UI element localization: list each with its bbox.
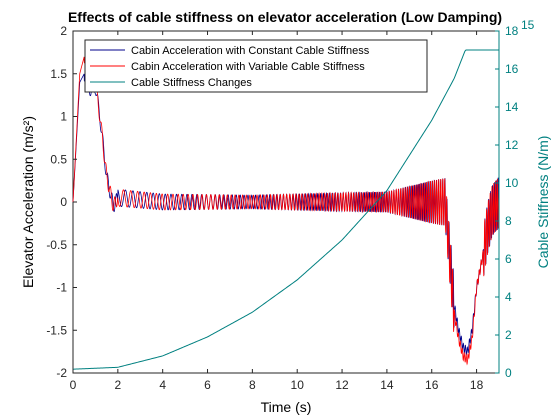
y-right-tick-label: 8 xyxy=(505,214,512,228)
y-left-tick-label: -1.5 xyxy=(46,323,67,337)
y-right-tick-label: 14 xyxy=(505,100,519,114)
legend-box xyxy=(84,39,428,93)
x-tick-label: 2 xyxy=(114,378,121,392)
x-tick-label: 0 xyxy=(70,378,77,392)
y-left-tick-label: -0.5 xyxy=(46,238,67,252)
legend-label-stiffness: Cable Stiffness Changes xyxy=(131,77,252,89)
x-tick-label: 6 xyxy=(204,378,211,392)
y-left-tick-label: 0.5 xyxy=(50,152,67,166)
y-axis-left-label: Elevator Acceleration (m/s²) xyxy=(20,116,36,288)
y-right-tick-label: 4 xyxy=(505,290,512,304)
x-tick-label: 14 xyxy=(380,378,394,392)
y-left-tick-label: 1 xyxy=(60,110,67,124)
x-tick-label: 8 xyxy=(249,378,256,392)
legend: Cabin Acceleration with Constant Cable S… xyxy=(84,39,428,93)
x-tick-label: 16 xyxy=(425,378,439,392)
legend-label-constant: Cabin Acceleration with Constant Cable S… xyxy=(131,45,370,57)
y-left-tick-label: -1 xyxy=(56,281,67,295)
y-right-tick-label: 2 xyxy=(505,328,512,342)
y-right-tick-label: 12 xyxy=(505,138,519,152)
y-right-tick-label: 18 xyxy=(505,24,519,38)
series-layer xyxy=(72,49,500,370)
y-right-tick-label: 10 xyxy=(505,176,519,190)
axes-layer: 0 2 4 6 8 10 12 14 16 18 -2 -1.5 -1 -0.5 0 0.5 1 1.5 2 0 2 4 6… xyxy=(46,18,534,392)
y-right-tick-label: 0 xyxy=(505,366,512,380)
x-tick-label: 10 xyxy=(291,378,305,392)
y-left-tick-label: 1.5 xyxy=(50,67,67,81)
series-line-variable-stiffness xyxy=(72,56,500,366)
y-left-tick-label: 2 xyxy=(60,24,67,38)
y-axis-right-label: Cable Stiffness (N/m) xyxy=(535,136,551,269)
series-line-stiffness-changes xyxy=(72,49,499,370)
x-axis-label: Time (s) xyxy=(261,399,312,415)
y-right-tick-label-extra: 15 xyxy=(521,18,535,32)
y-right-tick-label: 6 xyxy=(505,252,512,266)
y-right-tick-label: 16 xyxy=(505,62,519,76)
y-left-tick-label: 0 xyxy=(60,195,67,209)
chart-title: Effects of cable stiffness on elevator a… xyxy=(68,9,502,25)
x-tick-label: 12 xyxy=(335,378,349,392)
y-left-tick-label: -2 xyxy=(56,366,67,380)
x-tick-label: 18 xyxy=(470,378,484,392)
x-tick-label: 4 xyxy=(159,378,166,392)
legend-label-variable: Cabin Acceleration with Variable Cable S… xyxy=(131,61,365,73)
